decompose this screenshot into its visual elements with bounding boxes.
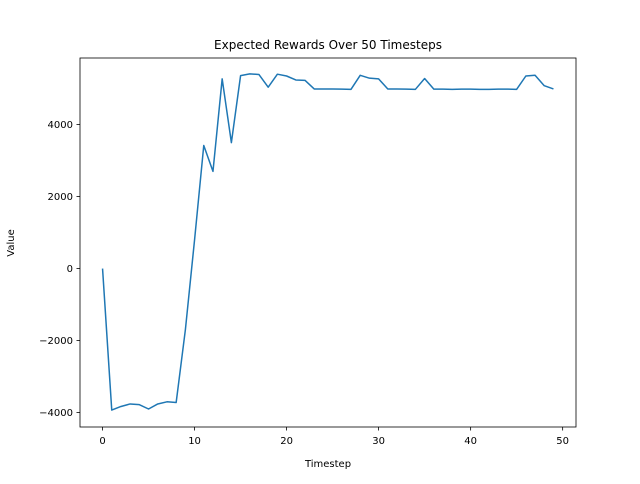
x-tick-label: 40: [464, 436, 477, 447]
y-tick-label: −4000: [39, 408, 73, 419]
x-axis-label: Timestep: [304, 459, 351, 470]
y-tick-label: 4000: [48, 120, 73, 131]
plot-area: [101, 73, 554, 411]
x-tick-label: 10: [188, 436, 201, 447]
x-tick-label: 50: [556, 436, 569, 447]
x-tick-label: 20: [280, 436, 293, 447]
series-line: [101, 73, 554, 411]
y-axis: −4000 −2000 0 2000 4000: [39, 120, 80, 419]
y-axis-label: Value: [6, 229, 17, 256]
x-axis: 0 10 20 30 40 50: [99, 427, 569, 447]
x-tick-label: 30: [372, 436, 385, 447]
x-tick-label: 0: [99, 436, 105, 447]
chart-title: Expected Rewards Over 50 Timesteps: [214, 38, 442, 52]
y-tick-label: 0: [67, 264, 73, 275]
axes-frame: [79, 57, 577, 428]
y-tick-label: −2000: [39, 336, 73, 347]
y-tick-label: 2000: [48, 192, 73, 203]
